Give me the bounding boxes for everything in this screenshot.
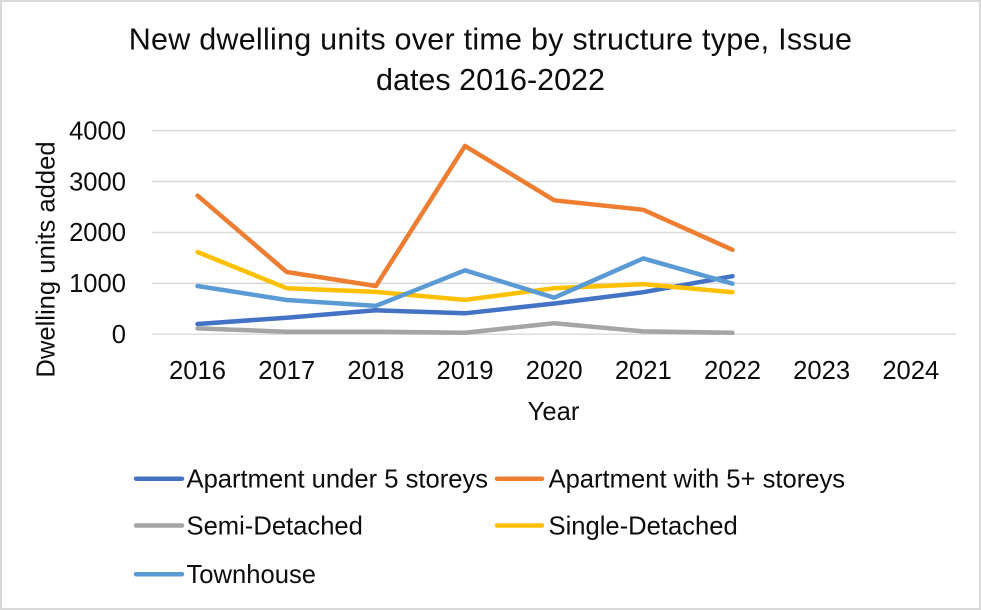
svg-text:Year: Year: [528, 398, 580, 426]
svg-text:2024: 2024: [882, 357, 939, 385]
svg-text:2023: 2023: [793, 357, 850, 385]
svg-text:Semi-Detached: Semi-Detached: [187, 512, 363, 540]
svg-text:dates 2016-2022: dates 2016-2022: [376, 63, 605, 97]
svg-text:Single-Detached: Single-Detached: [549, 512, 738, 540]
svg-text:1000: 1000: [69, 270, 126, 298]
svg-text:3000: 3000: [69, 168, 126, 196]
svg-text:2020: 2020: [526, 357, 583, 385]
svg-text:2021: 2021: [615, 357, 672, 385]
svg-text:New dwelling units over time b: New dwelling units over time by structur…: [129, 23, 853, 57]
svg-text:2019: 2019: [437, 357, 494, 385]
svg-text:2018: 2018: [347, 357, 404, 385]
svg-text:2016: 2016: [169, 357, 226, 385]
svg-text:2022: 2022: [704, 357, 761, 385]
svg-text:2000: 2000: [69, 219, 126, 247]
svg-text:Townhouse: Townhouse: [187, 561, 316, 589]
svg-text:2017: 2017: [258, 357, 315, 385]
svg-text:Apartment under 5 storeys: Apartment under 5 storeys: [187, 466, 489, 494]
svg-text:Apartment with 5+ storeys: Apartment with 5+ storeys: [549, 466, 846, 494]
svg-text:0: 0: [112, 321, 126, 349]
svg-text:Dwelling units added: Dwelling units added: [33, 141, 61, 377]
svg-text:4000: 4000: [69, 117, 126, 145]
